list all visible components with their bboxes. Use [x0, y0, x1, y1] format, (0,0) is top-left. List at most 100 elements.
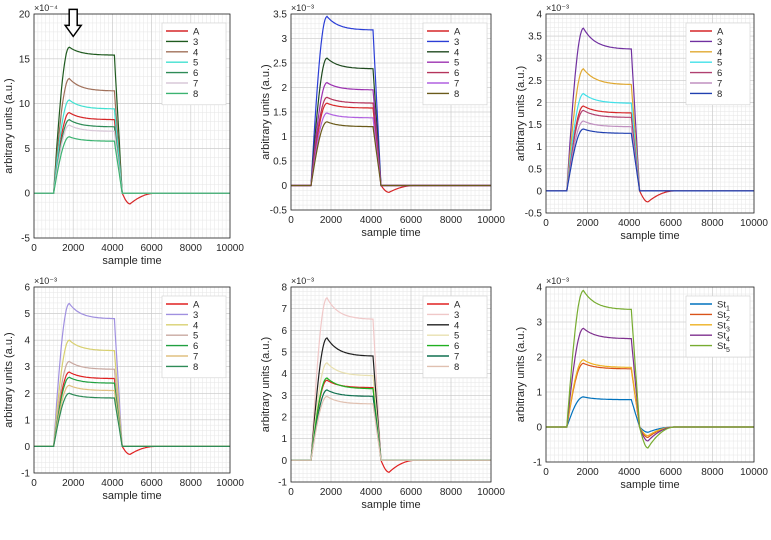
legend-entry: 8	[193, 89, 198, 100]
x-tick-label: 8000	[440, 215, 463, 226]
x-tick-label: 0	[543, 467, 549, 478]
legend-entry: 4	[193, 47, 198, 58]
x-axis-label: sample time	[361, 227, 420, 239]
x-axis-label: sample time	[102, 255, 161, 267]
legend-entry: 5	[454, 331, 459, 342]
legend-entry: 4	[717, 47, 722, 58]
legend-entry: 7	[454, 79, 459, 90]
x-tick-label: 0	[288, 215, 294, 226]
x-tick-label: 2000	[576, 218, 599, 229]
legend-entry: 6	[454, 341, 459, 352]
series-lines	[546, 289, 754, 449]
y-axis-label: arbitrary units (a.u.)	[515, 66, 527, 161]
y-tick-label: 2	[536, 98, 542, 109]
y-tick-label: 3.5	[273, 10, 287, 21]
legend-entry: 7	[193, 352, 198, 363]
legend-entry-subscript: 3	[726, 326, 730, 333]
axes-box	[290, 13, 492, 211]
y-axis-label: arbitrary units (a.u.)	[515, 327, 527, 422]
y-tick-label: 0	[536, 186, 542, 197]
x-tick-label: 4000	[618, 218, 641, 229]
y-tick-label: 3	[281, 391, 287, 402]
y-tick-label: 4	[536, 283, 542, 294]
y-tick-label: 20	[19, 10, 31, 21]
x-axis-label: sample time	[620, 479, 679, 491]
x-axis-label: sample time	[102, 490, 161, 502]
y-axis-label: arbitrary units (a.u.)	[260, 64, 272, 159]
axis-exponent-label: ×10⁻³	[546, 3, 569, 13]
y-tick-label: 10	[19, 99, 31, 110]
x-tick-label: 10000	[477, 487, 505, 498]
legend-box	[422, 295, 488, 379]
y-tick-label: 3	[536, 54, 542, 65]
axis-exponent-label: ×10⁻³	[291, 3, 314, 13]
legend-entry-subscript: 5	[726, 347, 730, 354]
legend-entry: 4	[193, 320, 198, 331]
legend-entry: 5	[193, 331, 198, 342]
axis-exponent-label: ×10⁻³	[291, 276, 314, 286]
y-tick-label: 0	[24, 189, 30, 200]
x-tick-label: 6000	[400, 487, 423, 498]
legend-entry: 8	[717, 89, 722, 100]
legend-entry: 8	[454, 362, 459, 373]
chart-panel-3: 0 2000 4000 6000 8000 10000-0.500.511.522.533…	[515, 3, 768, 242]
y-tick-label: 1.5	[273, 108, 287, 119]
legend-box	[685, 295, 751, 358]
series-lines	[34, 46, 230, 205]
y-tick-label: 0	[281, 456, 287, 467]
x-tick-label: 8000	[180, 478, 203, 489]
legend-entry: 3	[717, 37, 722, 48]
x-tick-label: 4000	[360, 215, 383, 226]
legend-entry: 3	[193, 310, 198, 321]
y-tick-label: 0.5	[273, 157, 287, 168]
series-line-8	[34, 392, 230, 447]
x-tick-label: 2000	[576, 467, 599, 478]
x-tick-label: 4000	[618, 467, 641, 478]
legend-entry: 5	[193, 58, 198, 69]
legend-entry: 6	[193, 68, 198, 79]
x-tick-label: 8000	[701, 218, 724, 229]
axes-box	[545, 13, 755, 214]
chart-panel-6: 0 2000 4000 6000 8000 10000-101234×10⁻³sample…	[515, 276, 768, 491]
x-tick-label: 4000	[101, 243, 124, 254]
y-tick-label: 2	[281, 83, 287, 94]
axes-box	[290, 286, 492, 483]
x-tick-label: 6000	[660, 467, 683, 478]
series-lines	[291, 15, 491, 194]
x-tick-label: 2000	[62, 478, 85, 489]
series-line-st5	[546, 289, 754, 449]
x-axis-label: sample time	[620, 230, 679, 242]
y-tick-label: 1	[536, 388, 542, 399]
legend-box	[422, 22, 488, 106]
y-tick-label: 1	[281, 434, 287, 445]
legend-entry-subscript: 4	[726, 337, 730, 344]
x-tick-label: 4000	[101, 478, 124, 489]
y-tick-label: 5	[24, 309, 30, 320]
x-tick-label: 6000	[660, 218, 683, 229]
y-tick-label: 5	[281, 348, 287, 359]
y-tick-label: 1	[24, 415, 30, 426]
x-tick-label: 10000	[740, 218, 768, 229]
y-tick-label: 2	[536, 353, 542, 364]
legend-entry: 6	[454, 68, 459, 79]
x-tick-label: 10000	[477, 215, 505, 226]
y-tick-label: 0	[536, 423, 542, 434]
axis-exponent-label: ×10⁻³	[546, 276, 569, 286]
y-tick-label: 3	[536, 318, 542, 329]
x-tick-label: 10000	[216, 478, 244, 489]
series-line-8	[546, 128, 754, 192]
legend-entry: A	[193, 27, 200, 38]
x-tick-label: 10000	[740, 467, 768, 478]
x-tick-label: 2000	[320, 215, 343, 226]
y-axis-label: arbitrary units (a.u.)	[3, 332, 15, 427]
y-tick-label: 6	[281, 326, 287, 337]
y-tick-label: 15	[19, 54, 31, 65]
axes-box	[33, 13, 231, 239]
legend-entry: A	[454, 27, 461, 38]
x-tick-label: 0	[31, 478, 37, 489]
y-tick-label: -1	[533, 458, 542, 469]
legend-entry: 4	[454, 320, 459, 331]
y-tick-label: 2.5	[273, 59, 287, 70]
